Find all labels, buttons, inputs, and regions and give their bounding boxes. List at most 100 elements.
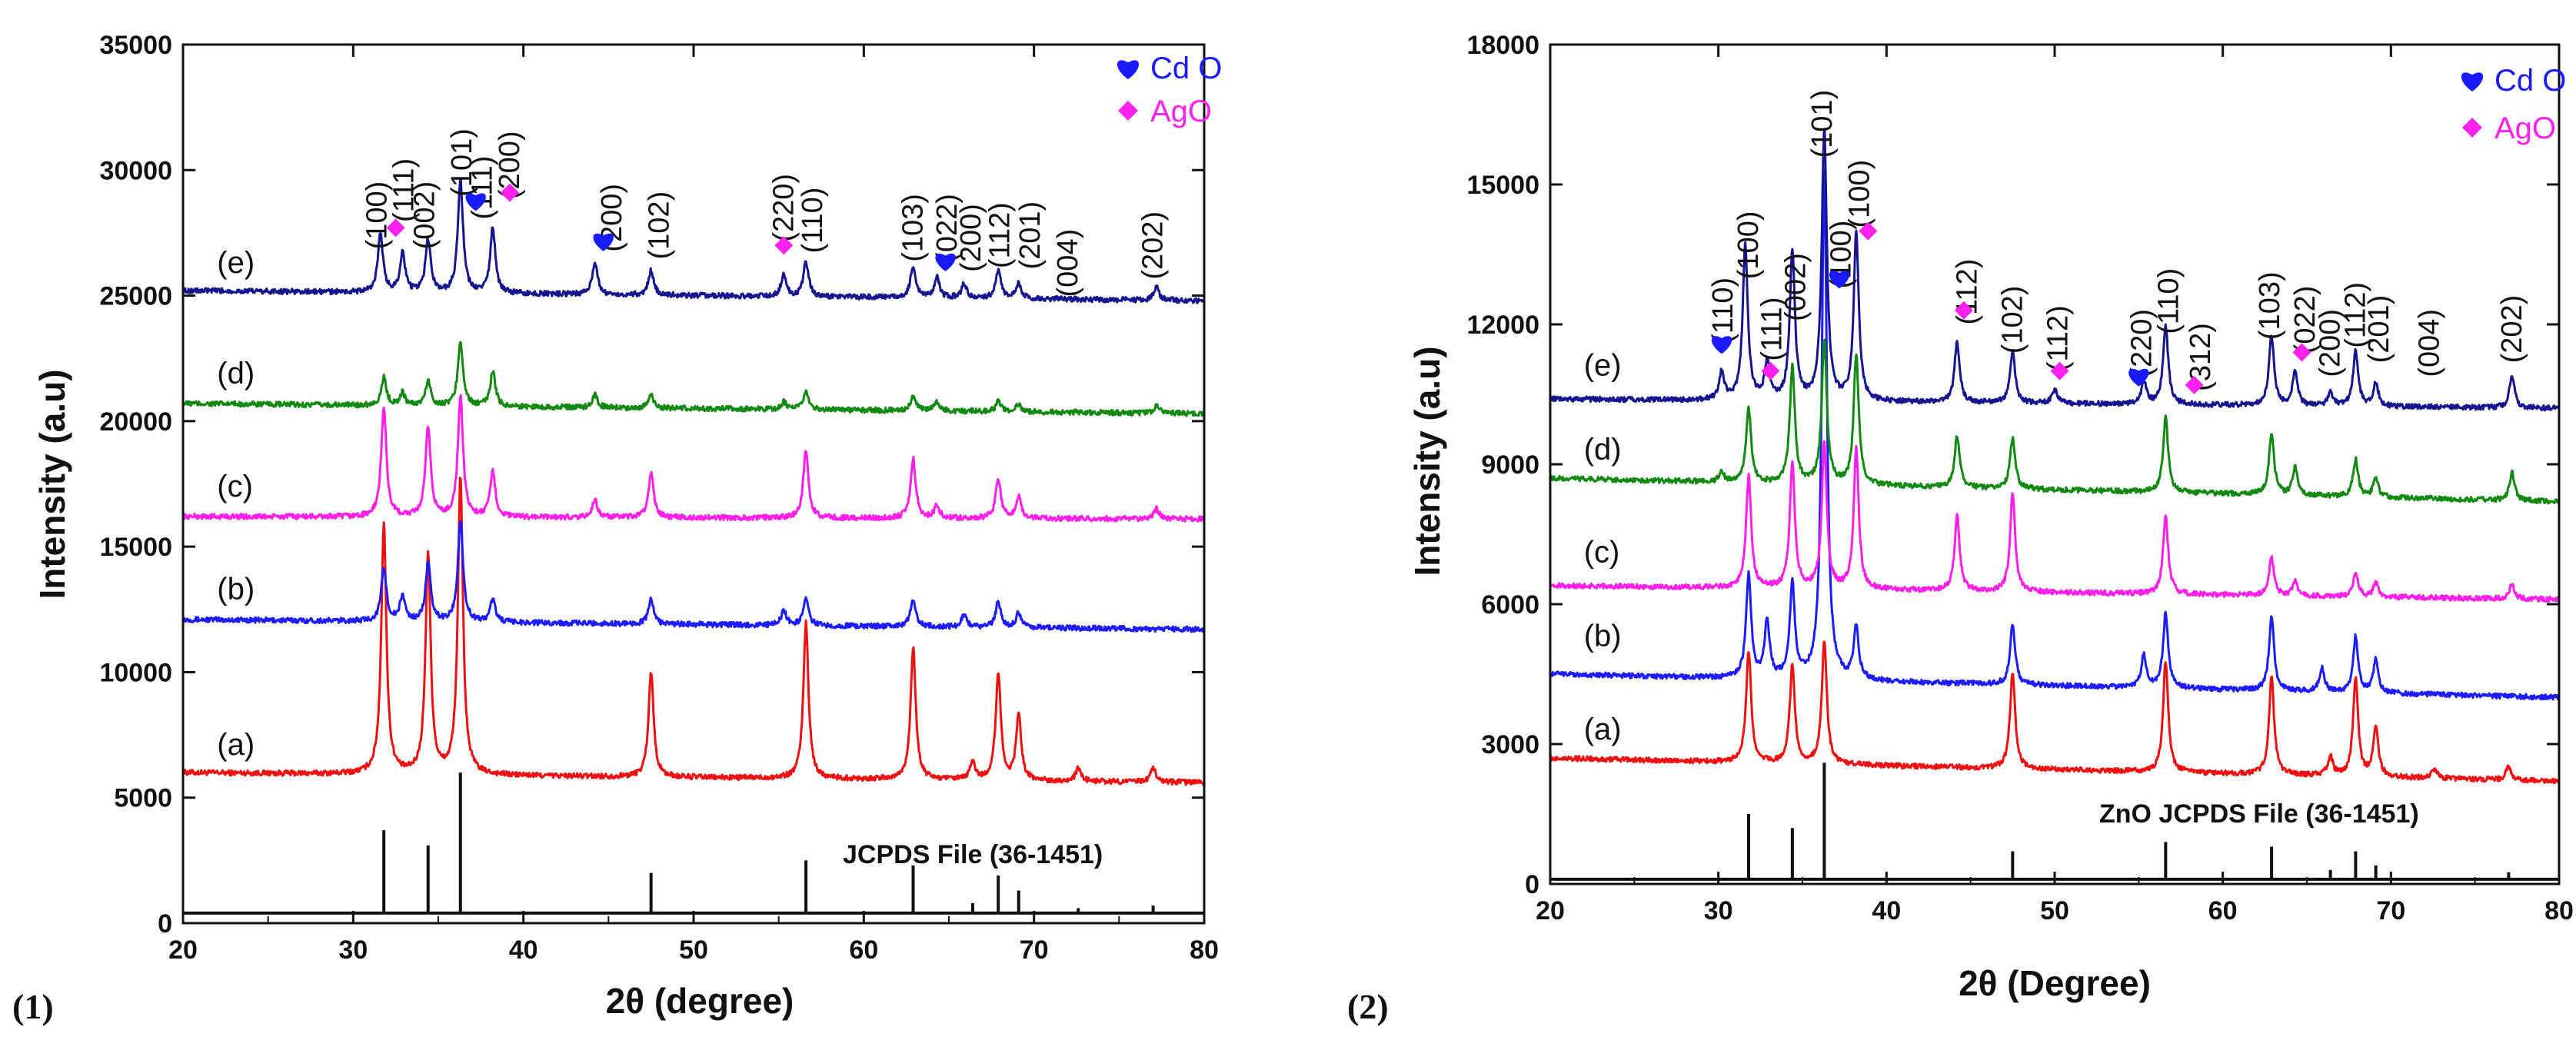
series-line-e <box>1549 128 2560 412</box>
series-label: (a) <box>217 728 255 762</box>
ago-diamond-marker <box>774 236 794 255</box>
hkl-label: (200) <box>2315 309 2347 377</box>
cdo-heart-icon <box>2461 72 2484 91</box>
series-label: (e) <box>1584 349 1622 383</box>
hkl-label: (110) <box>797 188 829 254</box>
panel-1: (1) (a)(b)(c)(d)(e) (100)(111)(002)(101)… <box>12 31 1222 1026</box>
hkl-label: (110) <box>1707 277 1739 344</box>
y-tick-label: 18000 <box>1466 31 1539 60</box>
hkl-label: (004) <box>2414 309 2446 377</box>
x-axis-title: 2θ (Degree) <box>1959 963 2151 1003</box>
ago-diamond-icon <box>2462 118 2482 138</box>
hkl-label: (220) <box>767 174 800 242</box>
y-tick-label: 5000 <box>114 784 172 813</box>
hkl-label: (103) <box>897 194 930 262</box>
series-label: (d) <box>1584 433 1622 467</box>
ago-diamond-marker <box>386 218 405 238</box>
hkl-label: (200) <box>955 204 987 272</box>
hkl-label: (112) <box>2042 305 2074 371</box>
hkl-label: (202) <box>2496 295 2528 364</box>
hkl-label: (102) <box>1996 286 2029 354</box>
hkl-label: (100) <box>1843 160 1875 228</box>
hkl-label: (101) <box>1806 90 1839 158</box>
cdo-heart-marker <box>1829 271 1850 289</box>
reference-label: ZnO JCPDS File (36-1451) <box>2099 799 2419 829</box>
series-line-a <box>1549 640 2560 785</box>
hkl-label: (112) <box>2339 282 2371 348</box>
ago-diamond-icon <box>1118 101 1138 121</box>
hkl-label: (101) <box>446 128 478 197</box>
y-tick-label: 3000 <box>1481 730 1539 759</box>
legend: Cd O AgO <box>1117 52 1222 128</box>
series-label: (b) <box>217 573 255 606</box>
legend-label-cdo: Cd O <box>1150 52 1222 85</box>
legend-label-ago: AgO <box>2494 111 2556 145</box>
panel-2: (2) (a)(b)(c)(d)(e) (110)(100)(111)(002)… <box>1347 31 2574 1026</box>
cdo-heart-marker <box>2128 368 2149 387</box>
legend: Cd O AgO <box>2461 64 2566 145</box>
reference-label: JCPDS File (36-1451) <box>843 840 1103 869</box>
series-line-b <box>182 520 1205 633</box>
hkl-label: (004) <box>1052 229 1084 297</box>
x-tick-label: 30 <box>338 935 368 965</box>
series-label: (c) <box>1584 535 1620 569</box>
y-tick-label: 25000 <box>99 282 172 311</box>
ago-diamond-marker <box>2050 361 2069 380</box>
series-line-a <box>181 477 1205 786</box>
hkl-label: (111) <box>467 156 499 220</box>
series-label: (a) <box>1584 713 1622 746</box>
hkl-label: (201) <box>1014 201 1047 270</box>
x-tick-label: 40 <box>509 935 538 965</box>
hkl-label: (111) <box>1756 297 1789 361</box>
hkl-label: (022) <box>931 194 964 262</box>
hkl-label: (100) <box>1732 211 1765 280</box>
ago-diamond-marker <box>2292 343 2311 362</box>
x-axis-title: 2θ (degree) <box>606 981 794 1021</box>
y-tick-label: 35000 <box>99 31 172 60</box>
cdo-heart-marker <box>593 233 614 251</box>
panel-label-2: (2) <box>1347 987 1389 1026</box>
ago-diamond-marker <box>1859 221 1878 241</box>
series-line-c <box>1549 440 2560 603</box>
series-line-d <box>1549 338 2560 505</box>
plot-frame <box>181 43 1206 925</box>
hkl-label: (022) <box>2289 286 2321 354</box>
legend-label-cdo: Cd O <box>2494 64 2566 98</box>
x-tick-label: 20 <box>1536 896 1565 925</box>
y-tick-label: 6000 <box>1481 590 1539 620</box>
x-tick-label: 60 <box>2208 896 2238 925</box>
x-tick-label: 20 <box>168 935 198 965</box>
y-axis-title: Intensity (a.u) <box>32 369 72 599</box>
series-label: (b) <box>1584 620 1622 653</box>
cdo-heart-marker <box>1711 336 1732 354</box>
ago-diamond-marker <box>500 183 519 202</box>
legend-label-ago: AgO <box>1150 95 1212 128</box>
y-tick-label: 20000 <box>99 407 172 437</box>
x-tick-label: 40 <box>1872 896 1901 925</box>
hkl-label: (002) <box>1779 253 1812 321</box>
y-tick-label: 30000 <box>99 156 172 185</box>
x-tick-label: 60 <box>849 935 878 965</box>
series-line-c <box>181 394 1205 523</box>
hkl-label: (102) <box>644 191 676 260</box>
panel-label-1: (1) <box>12 987 54 1026</box>
series-label: (c) <box>217 470 253 503</box>
y-tick-label: 10000 <box>99 658 172 687</box>
x-tick-label: 50 <box>2040 896 2069 925</box>
y-tick-label: 9000 <box>1481 450 1539 480</box>
y-tick-label: 15000 <box>99 533 172 562</box>
hkl-label: (100) <box>361 181 393 250</box>
hkl-label: (112) <box>983 202 1016 268</box>
series-label: (e) <box>217 246 255 280</box>
hkl-label: (002) <box>408 181 441 250</box>
cdo-heart-marker <box>465 193 486 211</box>
series-line-e <box>181 177 1206 304</box>
plot-frame <box>1549 43 2561 885</box>
hkl-label: (111) <box>388 158 421 222</box>
y-tick-label: 15000 <box>1466 171 1539 200</box>
hkl-label: (103) <box>2254 271 2286 340</box>
hkl-label: (220) <box>2126 309 2158 377</box>
hkl-label: (201) <box>2363 295 2395 364</box>
series-label: (d) <box>217 357 255 390</box>
